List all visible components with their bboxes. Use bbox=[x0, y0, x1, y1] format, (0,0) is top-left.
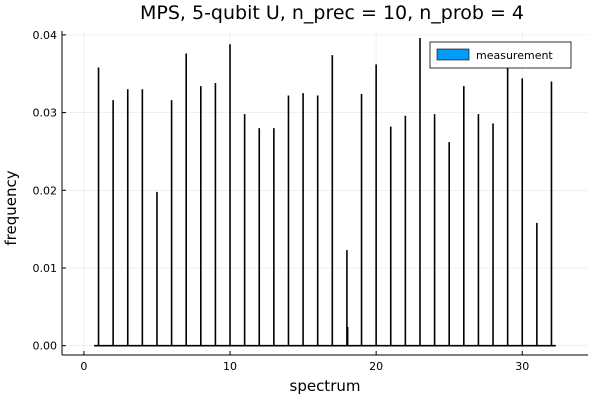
x-tick-label: 30 bbox=[515, 360, 529, 373]
y-tick-label: 0.01 bbox=[33, 262, 58, 275]
axes bbox=[61, 31, 588, 356]
bars bbox=[94, 37, 556, 347]
legend-label: measurement bbox=[476, 49, 553, 62]
y-tick-label: 0.04 bbox=[33, 29, 58, 42]
x-tick-label: 20 bbox=[369, 360, 383, 373]
legend-swatch bbox=[436, 48, 470, 61]
grid bbox=[62, 31, 588, 355]
x-tick-label: 10 bbox=[223, 360, 237, 373]
chart-title: MPS, 5-qubit U, n_prec = 10, n_prob = 4 bbox=[140, 2, 524, 24]
y-axis-label: frequency bbox=[2, 170, 20, 245]
tick-labels: 0 10 20 30 0.00 0.01 0.02 0.03 0.04 bbox=[33, 29, 530, 373]
y-tick-label: 0.02 bbox=[33, 184, 58, 197]
x-tick-label: 0 bbox=[80, 360, 87, 373]
x-axis-label: spectrum bbox=[290, 377, 361, 395]
legend: measurement bbox=[429, 41, 572, 69]
y-tick-label: 0.03 bbox=[33, 107, 58, 120]
y-tick-label: 0.00 bbox=[33, 340, 58, 353]
